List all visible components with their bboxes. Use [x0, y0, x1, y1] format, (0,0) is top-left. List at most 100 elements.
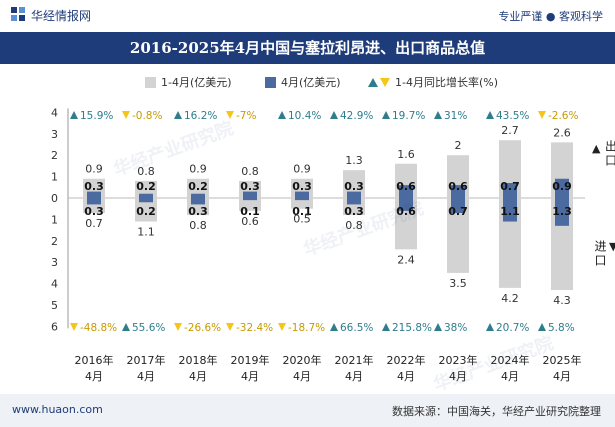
bar-import-cumulative — [447, 198, 469, 273]
triangle-up-icon — [434, 111, 442, 119]
chart-title: 2016-2025年4月中国与塞拉利昂进、出口商品总值 — [0, 32, 615, 64]
bar-export-april — [243, 191, 257, 198]
triangle-up-icon — [174, 111, 182, 119]
brand-name: 华经情报网 — [31, 9, 92, 23]
arrow-up-icon: ▲ — [592, 142, 603, 155]
export-growth-rate: 15.9% — [70, 110, 113, 122]
data-label-export-april: 0.2 — [188, 180, 208, 193]
y-tick-label: 1 — [51, 171, 58, 184]
data-label-import-april: 1.1 — [500, 205, 520, 218]
data-label-import-april: 0.2 — [136, 205, 156, 218]
growth-rate-text: 38% — [444, 322, 467, 334]
export-label: 出口 — [603, 140, 615, 168]
triangle-down-icon — [380, 77, 390, 87]
data-label-export-cumulative: 0.9 — [189, 163, 207, 176]
triangle-down-icon — [278, 323, 286, 331]
growth-rate-text: 43.5% — [496, 110, 529, 122]
data-label-import-cumulative: 0.8 — [345, 219, 363, 232]
bar-export-april — [503, 183, 517, 198]
data-source: 数据来源：中国海关，华经产业研究院整理 — [392, 405, 601, 418]
growth-rate-text: 5.8% — [548, 322, 575, 334]
growth-rate-text: -18.7% — [288, 322, 325, 334]
bar-export-cumulative — [187, 178, 209, 198]
x-tick-label: 2025年 — [543, 353, 582, 367]
data-label-import-april: 0.1 — [292, 205, 312, 218]
growth-rate-text: 16.2% — [184, 110, 217, 122]
triangle-up-icon — [330, 323, 338, 331]
website-link[interactable]: www.huaon.com — [12, 403, 103, 416]
data-label-export-april: 0.2 — [136, 180, 156, 193]
triangle-up-icon — [382, 323, 390, 331]
export-growth-rate: -7% — [226, 110, 256, 122]
growth-rate-text: 20.7% — [496, 322, 529, 334]
legend-label-growth: 1-4月同比增长率(%) — [395, 76, 499, 89]
growth-rate-text: 42.9% — [340, 110, 373, 122]
export-growth-rate: 16.2% — [174, 110, 217, 122]
import-growth-rate: 38% — [434, 322, 467, 334]
x-tick-label: 2019年 — [231, 353, 270, 367]
export-growth-rate: -0.8% — [122, 110, 162, 122]
data-label-import-cumulative: 3.5 — [449, 277, 467, 290]
import-growth-rate: 5.8% — [538, 322, 575, 334]
legend: 1-4月(亿美元) 4月(亿美元) 1-4月同比增长率(%) — [0, 68, 615, 94]
data-label-import-cumulative: 0.6 — [241, 215, 259, 228]
data-label-import-cumulative: 2.4 — [397, 253, 415, 266]
triangle-down-icon — [226, 111, 234, 119]
triangle-up-icon — [434, 323, 442, 331]
x-tick-label: 4月 — [293, 370, 311, 383]
x-tick-label: 2021年 — [335, 353, 374, 367]
data-label-import-april: 0.6 — [396, 205, 416, 218]
data-label-export-cumulative: 2 — [455, 139, 462, 152]
growth-rate-text: -2.6% — [548, 110, 578, 122]
x-tick-label: 2018年 — [179, 353, 218, 367]
growth-rate-text: 55.6% — [132, 322, 165, 334]
x-tick-label: 2023年 — [439, 353, 478, 367]
data-label-export-april: 0.3 — [292, 180, 312, 193]
data-label-export-april: 0.7 — [500, 180, 520, 193]
bar-import-april — [139, 198, 153, 203]
export-growth-rate: -2.6% — [538, 110, 578, 122]
x-tick-label: 2024年 — [491, 353, 530, 367]
data-label-import-april: 0.3 — [344, 205, 364, 218]
growth-rate-text: 15.9% — [80, 110, 113, 122]
growth-rate-text: -26.6% — [184, 322, 221, 334]
data-label-export-cumulative: 1.3 — [345, 154, 363, 167]
export-growth-rate: 10.4% — [278, 110, 321, 122]
triangle-down-icon — [122, 111, 130, 119]
triangle-up-icon — [330, 111, 338, 119]
bar-export-april — [555, 178, 569, 198]
triangle-up-icon — [486, 323, 494, 331]
y-tick-label: 3 — [51, 256, 58, 269]
import-growth-rate: -26.6% — [174, 322, 221, 334]
slogan: 专业严谨 ● 客观科学 — [498, 10, 603, 23]
bar-export-april — [87, 191, 101, 198]
x-tick-label: 2016年 — [75, 353, 114, 367]
data-label-import-april: 0.1 — [240, 205, 260, 218]
import-growth-rate: -48.8% — [70, 322, 117, 334]
growth-rate-text: 19.7% — [392, 110, 425, 122]
data-label-import-april: 0.3 — [188, 205, 208, 218]
import-label: 进口 — [593, 240, 607, 268]
data-label-export-april: 0.3 — [84, 180, 104, 193]
bar-import-april — [243, 198, 257, 201]
bar-import-april — [399, 198, 413, 211]
triangle-up-icon — [382, 111, 390, 119]
bar-export-april — [295, 191, 309, 198]
export-growth-rate: 43.5% — [486, 110, 529, 122]
x-tick-label: 4月 — [189, 370, 207, 383]
triangle-up-icon — [486, 111, 494, 119]
logo-icon — [11, 7, 25, 21]
y-tick-label: 1 — [51, 213, 58, 226]
growth-rate-text: 215.8% — [392, 322, 432, 334]
x-tick-label: 4月 — [553, 370, 571, 383]
bar-import-april — [347, 198, 361, 205]
data-label-import-april: 0.3 — [84, 205, 104, 218]
chart-area: 432101234560.90.30.30.715.9%-48.8%2016年4… — [51, 106, 585, 383]
data-label-import-cumulative: 4.3 — [553, 294, 571, 307]
triangle-down-icon — [538, 111, 546, 119]
legend-swatch-april — [265, 76, 276, 88]
data-label-export-cumulative: 0.9 — [293, 163, 311, 176]
bar-export-april — [347, 191, 361, 198]
import-growth-rate: 55.6% — [122, 322, 165, 334]
growth-rate-text: 10.4% — [288, 110, 321, 122]
